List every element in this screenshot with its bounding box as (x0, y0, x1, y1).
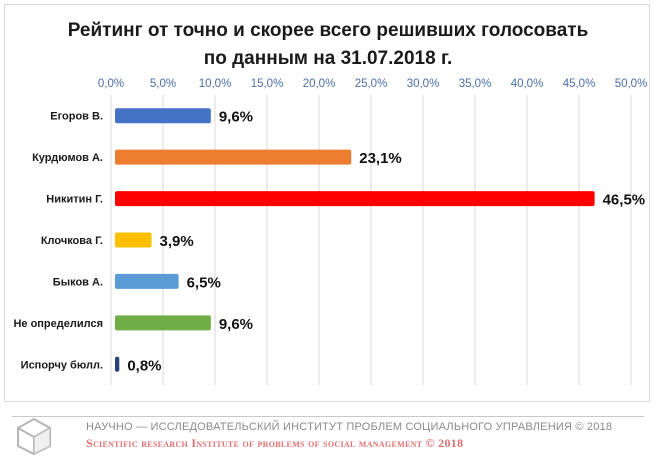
footer-institute-en: Scientific research Institute of problem… (86, 436, 464, 450)
category-label: Испорчу бюлл. (21, 359, 103, 371)
category-label: Не определился (13, 318, 103, 330)
x-tick-label: 0,0% (98, 78, 124, 90)
chart-bars (115, 108, 595, 372)
x-tick-label: 5,0% (150, 78, 176, 90)
category-labels: Егоров В. Курдюмов А. Никитин Г. Клочкова Г… (13, 111, 103, 372)
bar (115, 108, 211, 124)
bar (115, 273, 179, 289)
bar (115, 149, 352, 165)
data-label: 46,5% (603, 192, 646, 209)
x-tick-label: 20,0% (303, 78, 336, 90)
data-label: 9,6% (219, 109, 253, 126)
data-label: 3,9% (160, 233, 194, 250)
bar (115, 232, 152, 248)
category-label: Никитин Г. (46, 194, 103, 206)
data-label: 9,6% (219, 316, 253, 333)
x-tick-label: 40,0% (511, 78, 544, 90)
x-tick-label: 50,0% (615, 78, 648, 90)
footer-institute-ru: НАУЧНО — ИССЛЕДОВАТЕЛЬСКИЙ ИНСТИТУТ ПРОБ… (86, 421, 613, 433)
bar (115, 315, 211, 331)
bar-chart: Рейтинг от точно и скорее всего решивших… (13, 20, 647, 385)
bar (115, 191, 595, 207)
data-label: 6,5% (187, 274, 221, 291)
chart-title-line-2: по данным на 31.07.2018 г. (204, 48, 452, 69)
category-label: Быков А. (53, 276, 103, 288)
category-label: Курдюмов А. (32, 152, 103, 164)
footer: НАУЧНО — ИССЛЕДОВАТЕЛЬСКИЙ ИНСТИТУТ ПРОБ… (0, 404, 656, 460)
data-labels: 9,6% 23,1% 46,5% 3,9% 6,5% 9,6% 0,8% (127, 109, 645, 375)
data-label: 23,1% (359, 150, 402, 167)
x-tick-label: 35,0% (459, 78, 492, 90)
category-label: Егоров В. (50, 111, 103, 123)
bar (115, 356, 120, 372)
x-tick-label: 10,0% (199, 78, 232, 90)
chart-title: Рейтинг от точно и скорее всего решивших… (68, 20, 589, 69)
x-tick-label: 45,0% (563, 78, 596, 90)
data-label: 0,8% (127, 357, 161, 374)
chart-title-line-1: Рейтинг от точно и скорее всего решивших… (68, 20, 589, 41)
x-tick-label: 15,0% (251, 78, 284, 90)
chart-gridlines (110, 95, 632, 385)
chart-frame: Рейтинг от точно и скорее всего решивших… (4, 4, 650, 402)
footer-divider (12, 416, 644, 417)
x-axis-ticks: 0,0% 5,0% 10,0% 15,0% 20,0% 25,0% 30,0% 35,0% 40… (98, 78, 647, 90)
cube-logo-icon (17, 417, 51, 456)
x-tick-label: 25,0% (355, 78, 388, 90)
x-tick-label: 30,0% (407, 78, 440, 90)
category-label: Клочкова Г. (41, 235, 103, 247)
